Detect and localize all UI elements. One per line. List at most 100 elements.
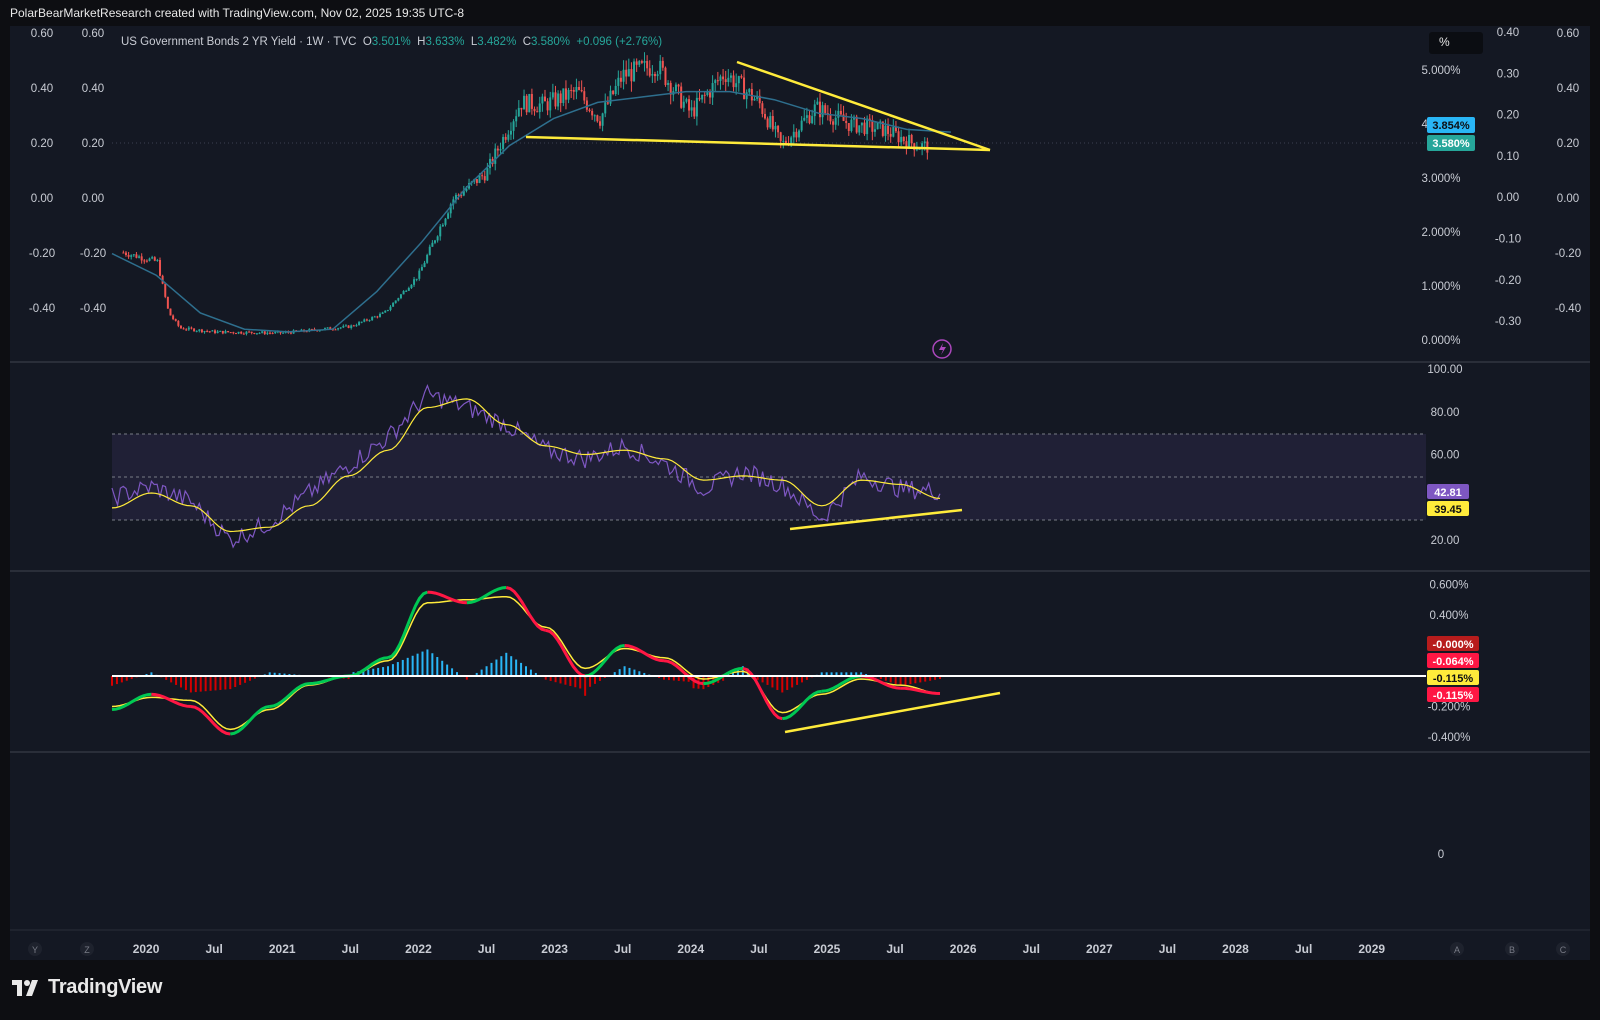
candle-body <box>269 332 272 334</box>
candle-body <box>462 191 465 196</box>
candle-body <box>708 92 711 98</box>
macd-histogram-bar <box>180 676 182 688</box>
macd-histogram-bar <box>175 676 178 685</box>
moving-average-line <box>111 90 951 333</box>
macd-histogram-bar <box>441 660 444 676</box>
candle-body <box>195 330 198 332</box>
axis-button-y[interactable]: Y <box>28 942 42 956</box>
macd-histogram-bar <box>111 676 113 686</box>
open-label: O <box>362 36 372 48</box>
macd-histogram-bar <box>598 676 601 681</box>
left-scale-label: -0.40 <box>80 303 106 315</box>
time-axis-label: 2022 <box>405 942 432 956</box>
candle-body <box>863 122 866 135</box>
candle-body <box>887 125 890 134</box>
macd-histogram-bar <box>446 664 449 676</box>
candle-body <box>326 327 329 329</box>
candle-body <box>234 333 237 335</box>
axis-button-c[interactable]: C <box>1556 942 1570 956</box>
candle-body <box>588 109 591 111</box>
candle-body <box>536 111 539 113</box>
candle-body <box>714 80 717 84</box>
candle-body <box>179 325 182 329</box>
macd-histogram-bar <box>939 676 941 680</box>
candle-body <box>892 127 895 137</box>
candle-body <box>156 259 159 261</box>
macd-line-segment <box>584 644 625 678</box>
macd-histogram-bar <box>860 672 863 676</box>
resistance-trendline <box>736 60 991 152</box>
candle-body <box>735 83 738 88</box>
candle-body <box>373 316 376 318</box>
macd-histogram-bar <box>919 676 922 683</box>
macd-histogram-bar <box>786 676 789 690</box>
macd-label-bg <box>1427 653 1479 668</box>
outer-scale-label: -0.20 <box>1555 248 1581 260</box>
candle-body <box>585 100 588 110</box>
candle-body <box>667 82 670 85</box>
candle-body <box>795 131 798 138</box>
axis-button-z[interactable]: Z <box>80 942 94 956</box>
symbol-legend[interactable]: US Government Bonds 2 YR Yield · 1W · TV… <box>121 36 662 48</box>
rsi-ma-value-label: 39.45 <box>1434 504 1462 516</box>
candle-body <box>227 331 230 333</box>
candle-body <box>376 316 379 318</box>
macd-line-segment <box>821 674 862 693</box>
candle-body <box>454 194 457 200</box>
change-value: +0.096 (+2.76%) <box>576 36 663 48</box>
macd-histogram-bar <box>184 676 187 690</box>
macd-histogram-bar <box>623 666 626 676</box>
macd-histogram-bar <box>165 676 168 680</box>
macd-histogram-bar <box>791 676 794 688</box>
candle-body <box>800 120 803 131</box>
macd-histogram-bar <box>569 676 572 686</box>
svg-text:Y: Y <box>32 945 38 955</box>
macd-histogram-bar <box>564 676 567 685</box>
axis-button-a[interactable]: A <box>1450 942 1464 956</box>
candle-body <box>633 61 636 82</box>
axis-button-b[interactable]: B <box>1505 942 1519 956</box>
support-trendline <box>525 135 991 152</box>
candle-body <box>685 99 688 102</box>
candle-body <box>824 105 827 114</box>
candle-body <box>591 110 594 116</box>
candle-body <box>242 333 245 335</box>
candle-body <box>289 332 292 334</box>
candle-body <box>203 331 206 333</box>
candle-body <box>779 132 782 142</box>
macd-histogram-bar <box>406 657 409 676</box>
macd-histogram-bar <box>214 676 217 691</box>
unit-toggle-button[interactable]: % <box>1429 32 1483 54</box>
candle-body <box>868 118 871 121</box>
macd-pane <box>111 586 941 736</box>
candle-body <box>512 121 515 131</box>
candle-body <box>517 107 520 117</box>
candle-body <box>719 76 722 81</box>
candle-body <box>609 90 612 104</box>
candle-body <box>766 118 769 128</box>
candle-body <box>923 141 926 144</box>
macd-line-segment <box>190 705 231 736</box>
macd-histogram-bar <box>490 662 493 676</box>
macd-label-3: -0.115% <box>1433 673 1474 685</box>
candle-body <box>832 121 835 125</box>
candle-body <box>148 258 151 261</box>
price-pane <box>111 52 951 336</box>
candle-body <box>465 188 468 192</box>
macd-histogram-bar <box>120 676 123 683</box>
macd-histogram-bar <box>115 676 118 685</box>
candle-body <box>214 330 217 334</box>
macd-line-segment <box>348 656 389 678</box>
candle-body <box>426 254 429 263</box>
macd-line-segment <box>663 659 704 686</box>
macd-histogram-bar <box>855 672 858 676</box>
macd-histogram-bar <box>584 676 587 696</box>
rsi-label-bg <box>1427 484 1469 499</box>
chart-frame[interactable] <box>10 26 1590 960</box>
macd-histogram-bar <box>125 676 128 681</box>
rsi-axis-label: 100.00 <box>1427 364 1462 376</box>
candle-body <box>790 137 793 145</box>
macd-histogram-bar <box>520 662 523 676</box>
macd-histogram-bar <box>426 649 429 676</box>
